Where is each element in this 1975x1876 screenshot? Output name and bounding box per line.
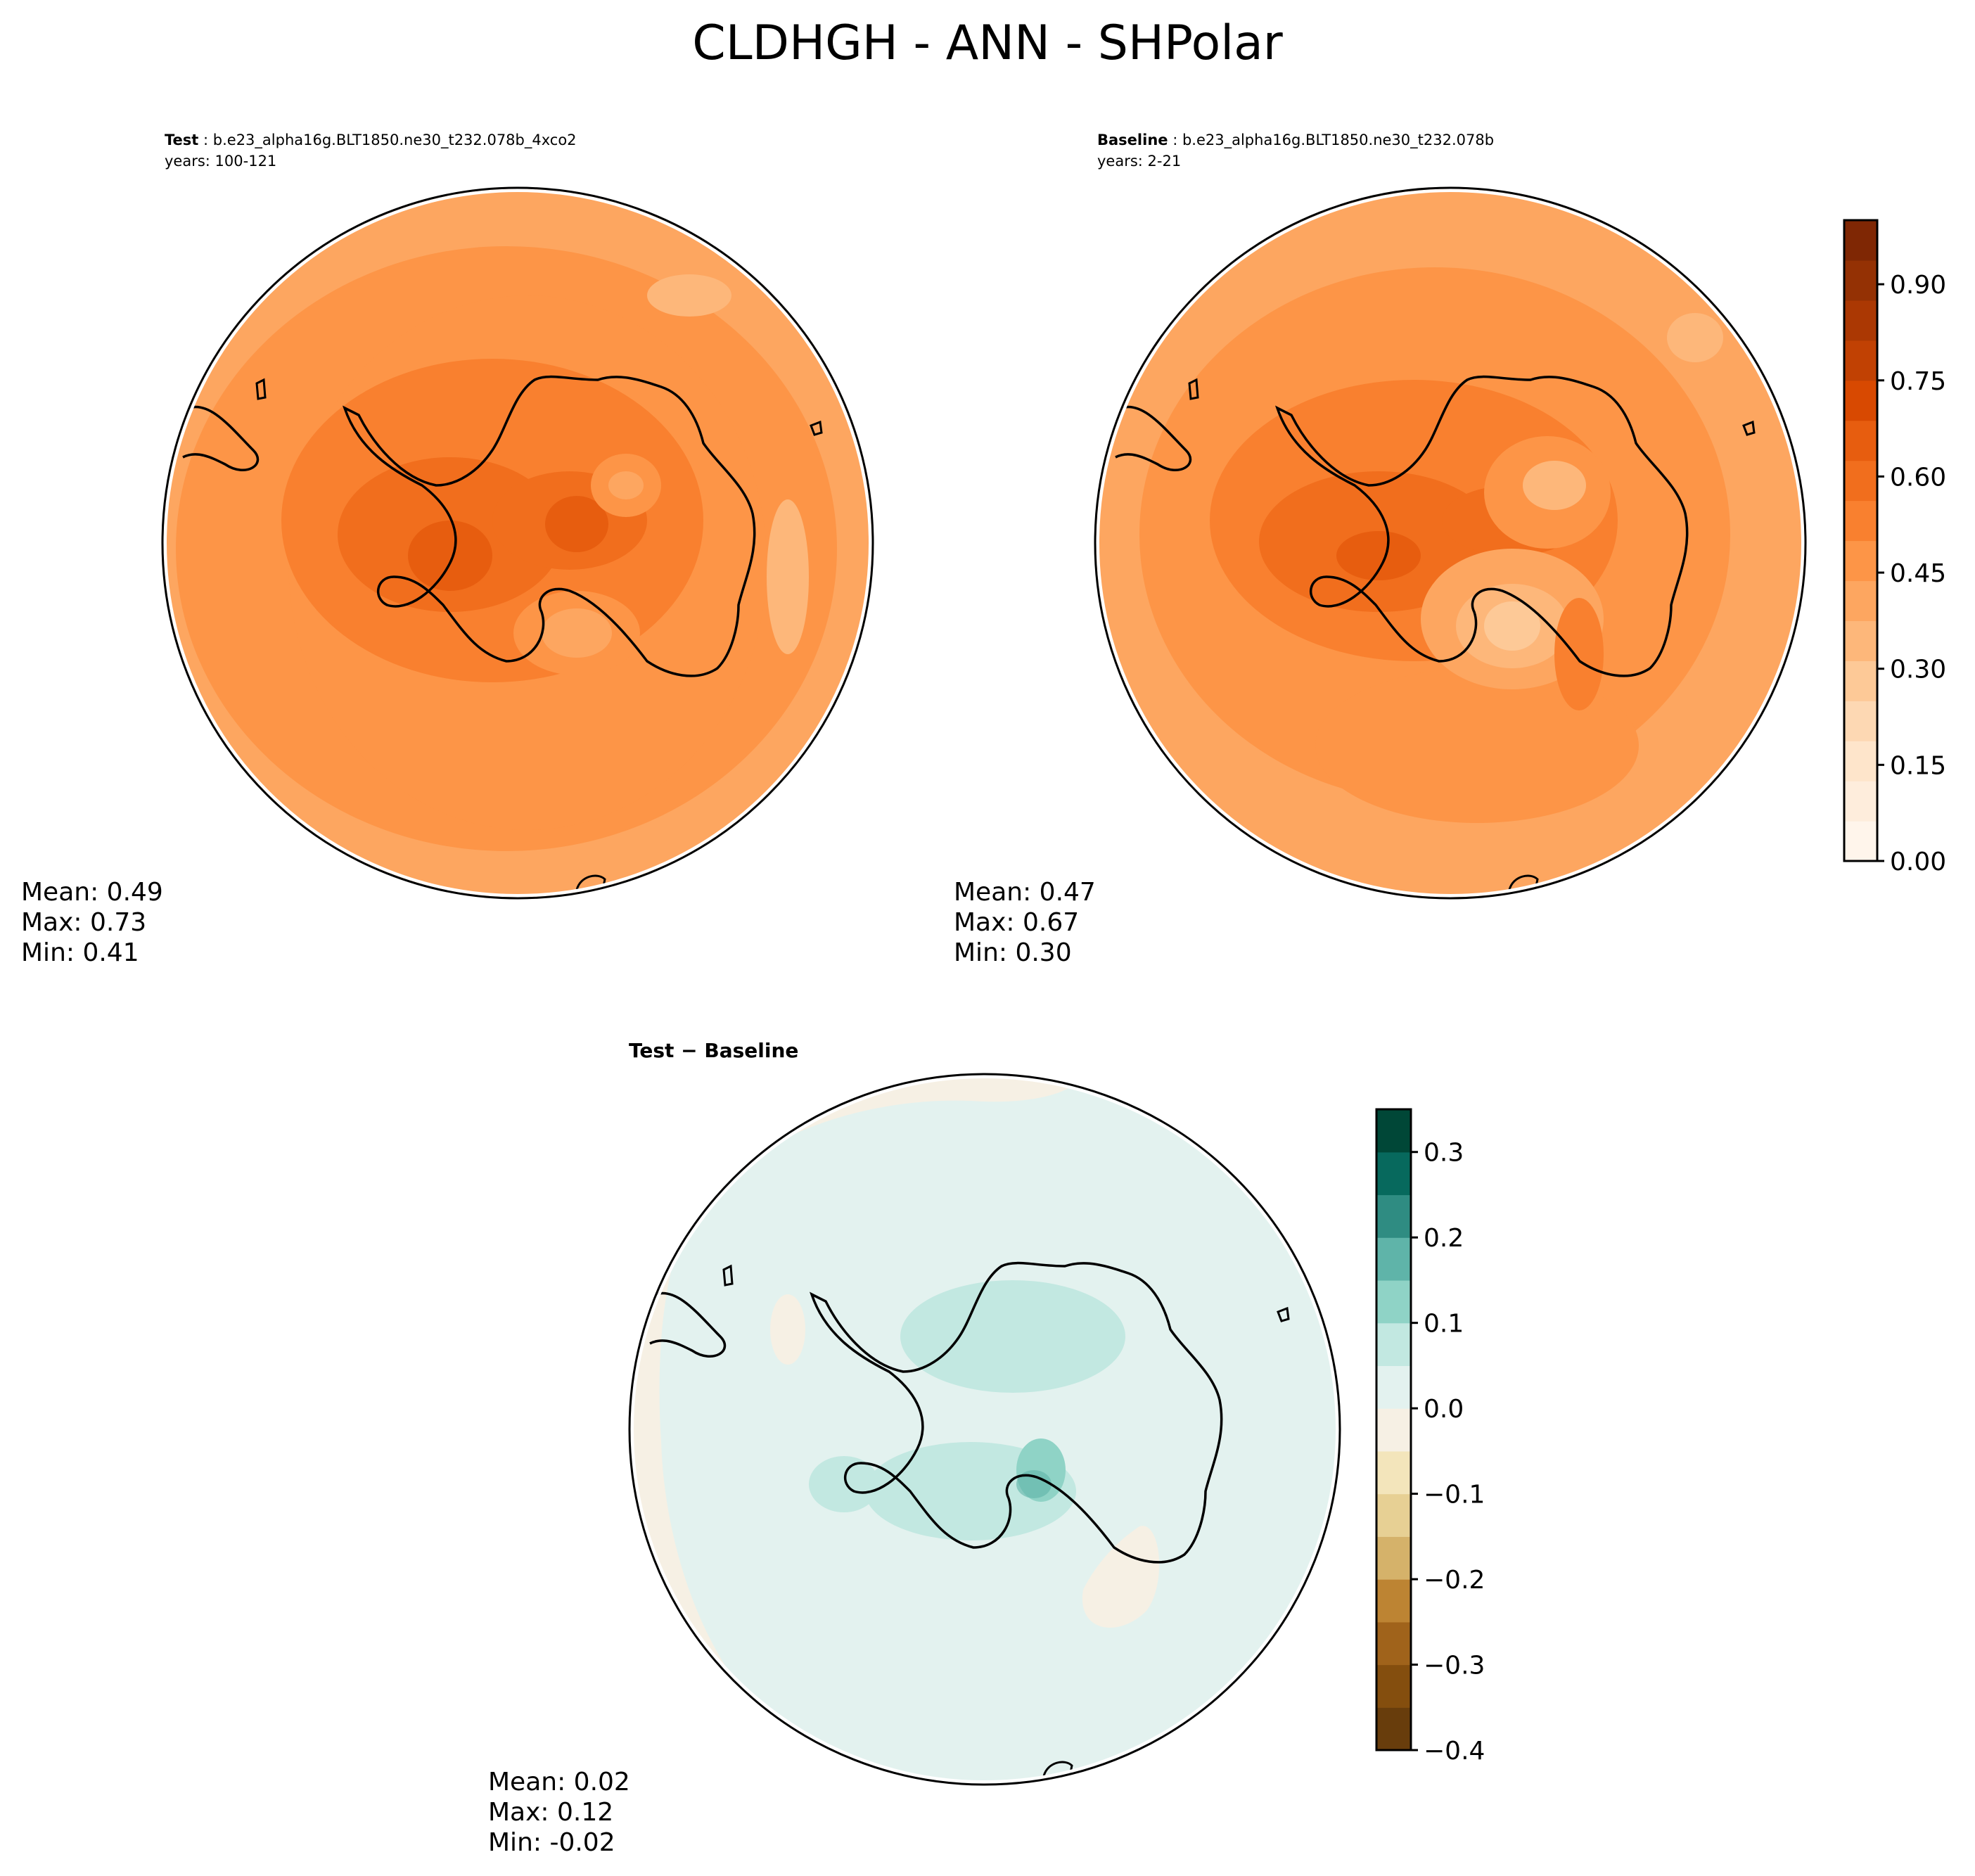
colorbar-diff-segment bbox=[1376, 1365, 1411, 1409]
test-min: Min: 0.41 bbox=[21, 938, 139, 967]
difference-title: Test − Baseline bbox=[629, 1039, 798, 1062]
colorbar-diff-frame bbox=[1375, 1108, 1412, 1751]
colorbar-main-tick-label: 0.30 bbox=[1890, 656, 1946, 684]
colorbar-main-segment bbox=[1844, 821, 1877, 862]
colorbar-main-segment bbox=[1844, 300, 1877, 341]
colorbar-diff-segment bbox=[1376, 1621, 1411, 1666]
difference-mean: Mean: 0.02 bbox=[488, 1768, 630, 1797]
baseline-header: Baseline : b.e23_alpha16g.BLT1850.ne30_t… bbox=[1097, 132, 1494, 149]
colorbar-main-segment bbox=[1844, 580, 1877, 621]
colorbar-main-tick-label: 0.45 bbox=[1890, 559, 1946, 588]
test-case-name: b.e23_alpha16g.BLT1850.ne30_t232.078b_4x… bbox=[213, 132, 577, 149]
colorbar-diff-segment bbox=[1376, 1493, 1411, 1537]
colorbar-diff-tick-label: 0.0 bbox=[1424, 1395, 1464, 1424]
colorbar-diff-segment bbox=[1376, 1194, 1411, 1238]
colorbar-diff-tick-label: 0.1 bbox=[1424, 1310, 1464, 1339]
colorbar-diff-tick-label: 0.3 bbox=[1424, 1139, 1464, 1168]
test-years: years: 100-121 bbox=[165, 153, 276, 170]
colorbar-diff-segment bbox=[1376, 1536, 1411, 1580]
colorbar-diff-tick-label: −0.4 bbox=[1424, 1737, 1485, 1766]
colorbar-cloud-fraction: 0.00 0.15 0.30 0.45 0.60 0.75 0.90 bbox=[1843, 219, 1946, 876]
colorbar-main-segment bbox=[1844, 661, 1877, 701]
test-map-field bbox=[164, 189, 871, 897]
colorbar-diff-segment bbox=[1376, 1109, 1411, 1153]
colorbar-diff-segment bbox=[1376, 1408, 1411, 1452]
colorbar-diff-tick-label: −0.2 bbox=[1424, 1566, 1485, 1595]
colorbar-main-segment bbox=[1844, 701, 1877, 741]
colorbar-diff-segment bbox=[1376, 1151, 1411, 1196]
baseline-mean: Mean: 0.47 bbox=[954, 878, 1096, 907]
difference-map-field bbox=[631, 1076, 1338, 1783]
colorbar-main-segment bbox=[1844, 620, 1877, 661]
difference-max: Max: 0.12 bbox=[488, 1798, 613, 1827]
colorbar-main-tick-label: 0.15 bbox=[1890, 751, 1946, 780]
difference-min: Min: -0.02 bbox=[488, 1828, 615, 1857]
test-max: Max: 0.73 bbox=[21, 908, 146, 937]
colorbar-main-segment bbox=[1844, 420, 1877, 461]
test-mean: Mean: 0.49 bbox=[21, 878, 163, 907]
colorbar-main-segment bbox=[1844, 741, 1877, 781]
baseline-max: Max: 0.67 bbox=[954, 908, 1079, 937]
colorbar-main-segment bbox=[1844, 540, 1877, 582]
colorbar-diff-segment bbox=[1376, 1450, 1411, 1495]
colorbar-diff-tick-label: 0.2 bbox=[1424, 1224, 1464, 1253]
colorbar-main-tick-label: 0.75 bbox=[1890, 367, 1946, 396]
baseline-panel: Baseline : b.e23_alpha16g.BLT1850.ne30_t… bbox=[954, 132, 1807, 967]
difference-panel: Test − Baseline Mean: 0.02 Max: 0.12 Min… bbox=[488, 1039, 1341, 1857]
colorbar-diff-tick-label: −0.3 bbox=[1424, 1652, 1485, 1680]
test-header: Test : b.e23_alpha16g.BLT1850.ne30_t232.… bbox=[165, 132, 577, 149]
baseline-label: Baseline bbox=[1097, 132, 1168, 148]
colorbar-diff-segment bbox=[1376, 1322, 1411, 1366]
test-panel: Test : b.e23_alpha16g.BLT1850.ne30_t232.… bbox=[21, 132, 874, 967]
colorbar-main-segment bbox=[1844, 260, 1877, 301]
colorbar-main-tick-label: 0.60 bbox=[1890, 463, 1946, 492]
baseline-min: Min: 0.30 bbox=[954, 938, 1072, 967]
colorbar-main-tick-label: 0.00 bbox=[1890, 848, 1946, 876]
colorbar-diff-segment bbox=[1376, 1237, 1411, 1281]
colorbar-main-frame bbox=[1843, 219, 1879, 862]
colorbar-main-tick-label: 0.90 bbox=[1890, 271, 1946, 300]
colorbar-main-segment bbox=[1844, 340, 1877, 381]
baseline-case-name: b.e23_alpha16g.BLT1850.ne30_t232.078b bbox=[1182, 132, 1494, 149]
colorbar-main-segment bbox=[1844, 380, 1877, 421]
colorbar-diff-segment bbox=[1376, 1280, 1411, 1324]
colorbar-diff-segment bbox=[1376, 1579, 1411, 1623]
colorbar-main-segment bbox=[1844, 781, 1877, 822]
test-label: Test bbox=[165, 132, 198, 148]
colorbar-main-segment bbox=[1844, 460, 1877, 502]
colorbar-difference: −0.4 −0.3 −0.2 −0.1 0.0 0.1 0.2 0.3 bbox=[1375, 1108, 1485, 1766]
colorbar-main-segment bbox=[1844, 220, 1877, 261]
figure-title: CLDHGH - ANN - SHPolar bbox=[692, 15, 1283, 71]
colorbar-diff-segment bbox=[1376, 1707, 1411, 1751]
colorbar-main-segment bbox=[1844, 500, 1877, 542]
baseline-years: years: 2-21 bbox=[1097, 153, 1181, 170]
colorbar-diff-tick-label: −0.1 bbox=[1424, 1481, 1485, 1510]
colorbar-diff-segment bbox=[1376, 1664, 1411, 1708]
baseline-map-field bbox=[1097, 189, 1804, 897]
